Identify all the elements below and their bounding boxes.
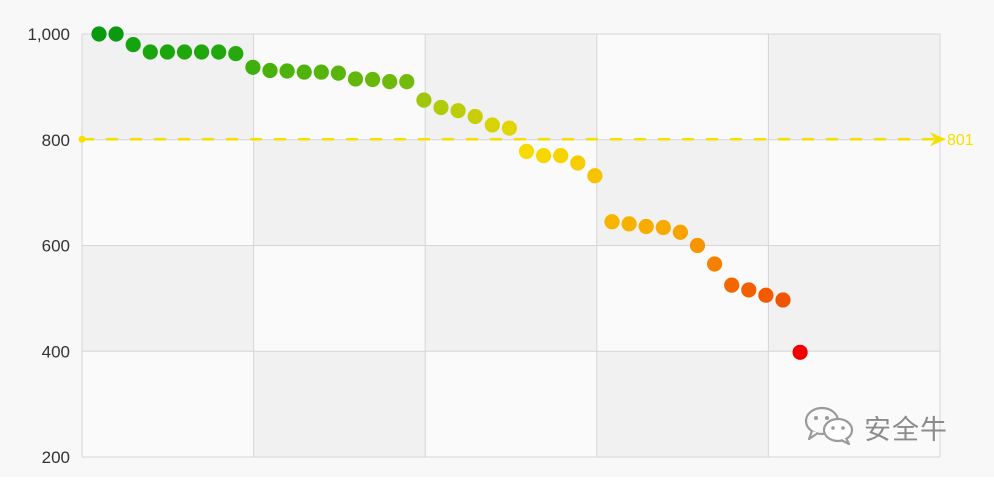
data-point <box>758 287 774 303</box>
plot-band <box>253 139 426 246</box>
data-point <box>638 218 654 235</box>
plot-band <box>253 34 426 140</box>
data-point <box>347 71 364 87</box>
data-point <box>707 256 723 272</box>
data-point <box>211 44 227 60</box>
y-tick-label: 800 <box>42 131 70 150</box>
data-point <box>159 44 175 60</box>
data-point <box>724 277 740 293</box>
data-point <box>142 44 158 60</box>
plot-band <box>253 351 426 457</box>
data-point <box>501 120 517 136</box>
plot-band <box>768 139 940 246</box>
plot-band <box>82 351 254 457</box>
data-point <box>655 219 671 236</box>
data-point <box>313 64 329 80</box>
data-point <box>228 45 244 62</box>
data-point <box>382 73 398 90</box>
data-point <box>296 64 312 80</box>
plot-band <box>253 245 426 352</box>
y-tick-label: 600 <box>42 237 70 256</box>
watermark: 安全牛 <box>804 405 948 450</box>
plot-band <box>82 245 254 352</box>
plot-band <box>596 34 769 140</box>
data-point <box>450 103 466 119</box>
reference-line-label: 801 <box>947 132 974 149</box>
data-point <box>176 44 193 60</box>
plot-band <box>425 245 597 352</box>
data-point <box>365 71 381 88</box>
plot-band <box>425 351 597 457</box>
data-point <box>518 143 535 159</box>
data-point <box>467 108 483 125</box>
plot-band <box>768 34 940 140</box>
data-point <box>194 44 210 60</box>
data-point <box>621 216 637 232</box>
data-point <box>91 26 107 42</box>
plot-band <box>82 139 254 246</box>
data-point <box>484 117 500 133</box>
wechat-logo-icon <box>804 405 856 450</box>
data-point <box>604 214 620 230</box>
data-point <box>553 148 569 164</box>
data-point <box>587 168 603 184</box>
plot-band <box>596 245 769 352</box>
data-point <box>108 26 124 42</box>
data-point <box>775 292 791 308</box>
data-point <box>399 73 415 90</box>
watermark-text: 安全牛 <box>864 414 948 446</box>
data-point <box>262 62 278 79</box>
plot-band <box>768 351 940 457</box>
reference-line-arrow <box>930 132 946 147</box>
data-point <box>416 92 432 108</box>
y-tick-label: 200 <box>42 448 70 467</box>
data-point <box>245 59 261 75</box>
plot-band <box>596 351 769 457</box>
plot-band <box>425 139 597 246</box>
y-tick-label: 1,000 <box>27 25 70 44</box>
reference-line-start <box>78 135 86 143</box>
y-axis-ticks: 1,000 800 600 400 200 <box>27 25 70 467</box>
data-point <box>792 344 808 360</box>
data-point <box>536 148 552 164</box>
data-points <box>91 26 808 360</box>
y-tick-label: 400 <box>42 342 70 361</box>
plot-band <box>768 245 940 352</box>
data-point <box>330 65 346 81</box>
data-point <box>433 99 449 116</box>
data-point <box>279 63 295 79</box>
reference-line: 801 <box>78 132 974 149</box>
data-point <box>125 36 141 53</box>
data-point <box>672 224 689 240</box>
data-point <box>570 155 586 171</box>
data-point <box>741 282 757 298</box>
data-point <box>689 237 706 254</box>
